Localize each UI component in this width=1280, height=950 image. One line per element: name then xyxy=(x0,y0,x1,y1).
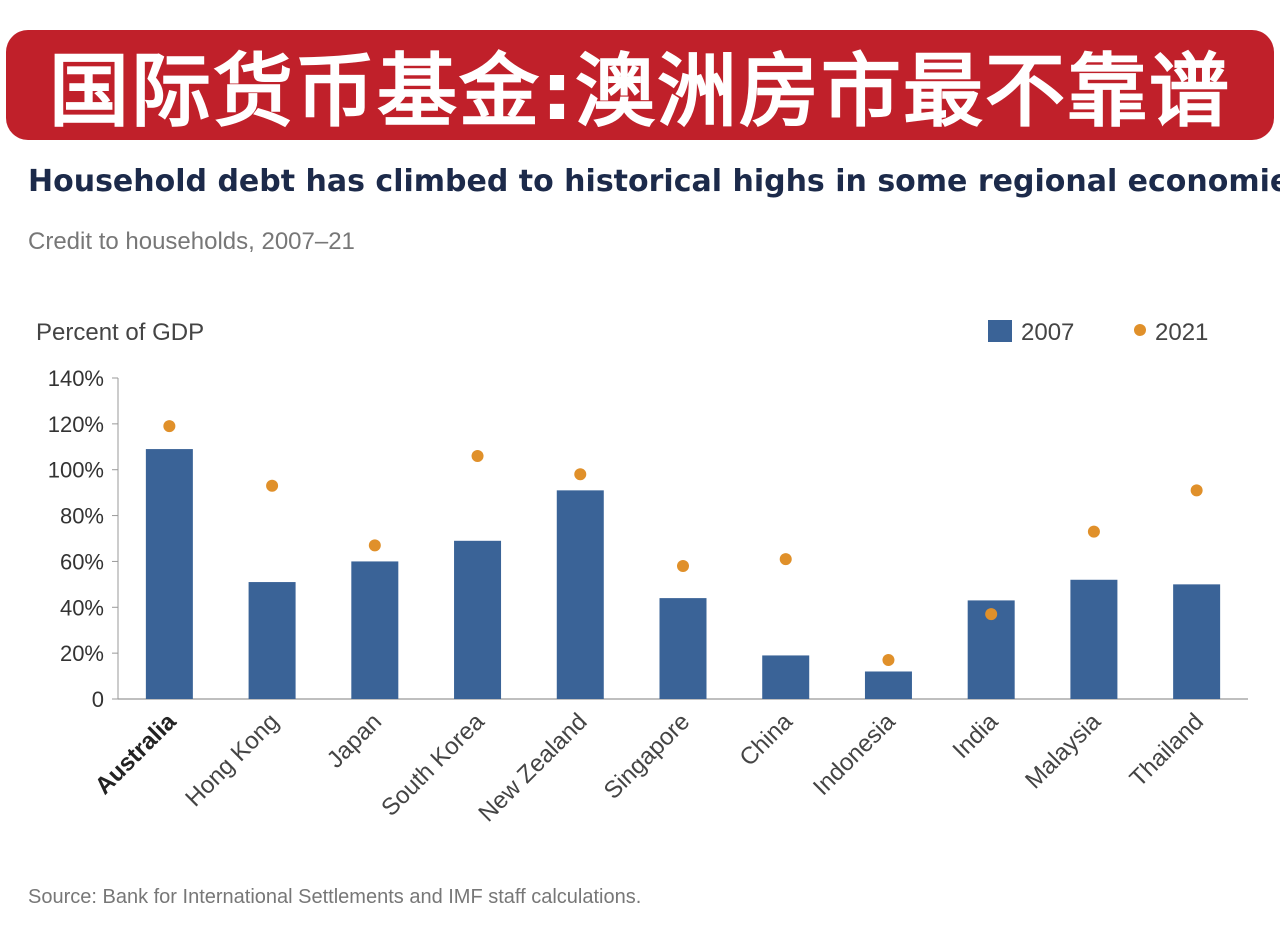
dot-2021-china xyxy=(779,553,792,566)
dot-2021-malaysia xyxy=(1087,525,1100,538)
y-tick-label: 100% xyxy=(48,458,104,483)
bar-2007-new-zealand xyxy=(556,490,604,699)
chart-title: Household debt has climbed to historical… xyxy=(28,164,1280,199)
bar-2007-thailand xyxy=(1173,584,1221,699)
dot-2021-india xyxy=(985,608,998,621)
dot-2021-australia xyxy=(163,420,176,433)
legend-label-2007: 2007 xyxy=(1021,319,1074,346)
chart-subtitle: Credit to households, 2007–21 xyxy=(28,228,355,255)
dot-2021-hong-kong xyxy=(266,479,279,492)
headline-banner: 国际货币基金:澳洲房市最不靠谱 xyxy=(6,30,1274,140)
dot-2021-japan xyxy=(368,539,381,552)
x-tick-label: Thailand xyxy=(1125,708,1209,792)
legend-swatch-2021 xyxy=(1134,324,1146,336)
x-tick-label: Malaysia xyxy=(1020,708,1107,795)
bar-2007-south-korea xyxy=(454,540,502,699)
y-tick-label: 0 xyxy=(92,687,104,712)
bar-2007-japan xyxy=(351,561,399,699)
y-tick-label: 40% xyxy=(60,595,104,620)
y-axis-label: Percent of GDP xyxy=(36,319,204,346)
x-tick-label: South Korea xyxy=(376,708,490,822)
source-note: Source: Bank for International Settlemen… xyxy=(28,886,642,908)
bar-2007-singapore xyxy=(659,598,707,699)
dot-2021-thailand xyxy=(1190,484,1203,497)
bar-2007-malaysia xyxy=(1070,579,1118,699)
dot-2021-indonesia xyxy=(882,654,895,667)
bar-chart: Percent of GDP 0 20% 40% 60% 80% 100% 120% 140% A… xyxy=(36,319,1248,827)
y-tick-label: 120% xyxy=(48,412,104,437)
y-tick-label: 140% xyxy=(48,366,104,391)
x-tick-label: China xyxy=(735,708,799,772)
dot-2021-south-korea xyxy=(471,449,484,462)
bar-2007-hong-kong xyxy=(248,582,296,699)
legend-label-2021: 2021 xyxy=(1155,319,1208,346)
x-tick-label: Australia xyxy=(90,708,182,800)
dot-2021-new-zealand xyxy=(574,468,587,481)
headline-text: 国际货币基金:澳洲房市最不靠谱 xyxy=(49,45,1231,138)
y-tick-label: 80% xyxy=(60,504,104,529)
y-tick-label: 20% xyxy=(60,641,104,666)
bar-2007-china xyxy=(762,655,810,699)
bar-2007-indonesia xyxy=(864,671,912,699)
x-tick-label: Singapore xyxy=(599,708,695,804)
dot-2021-singapore xyxy=(677,560,689,573)
bar-2007-australia xyxy=(145,449,193,699)
x-tick-label: New Zealand xyxy=(473,708,592,827)
y-tick-label: 60% xyxy=(60,549,104,574)
x-tick-label: India xyxy=(948,708,1004,764)
x-tick-label: Japan xyxy=(322,708,387,773)
legend-swatch-2007 xyxy=(988,320,1012,342)
x-tick-label: Indonesia xyxy=(808,708,901,801)
x-tick-label: Hong Kong xyxy=(180,708,284,812)
